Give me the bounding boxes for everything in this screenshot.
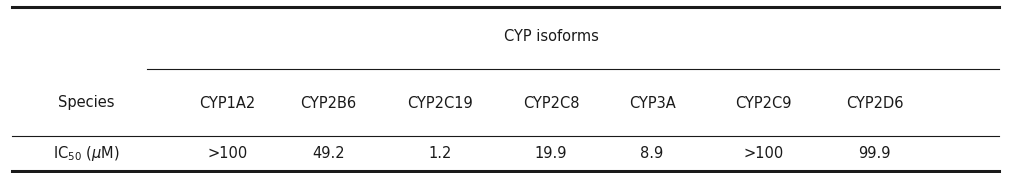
Text: CYP2B6: CYP2B6	[300, 96, 357, 111]
Text: 1.2: 1.2	[428, 146, 452, 161]
Text: Species: Species	[58, 95, 114, 110]
Text: 99.9: 99.9	[858, 146, 891, 161]
Text: CYP2C8: CYP2C8	[523, 96, 579, 111]
Text: >100: >100	[743, 146, 784, 161]
Text: 19.9: 19.9	[535, 146, 567, 161]
Text: 49.2: 49.2	[312, 146, 345, 161]
Text: CYP2C19: CYP2C19	[406, 96, 473, 111]
Text: CYP2C9: CYP2C9	[735, 96, 792, 111]
Text: CYP1A2: CYP1A2	[199, 96, 256, 111]
Text: IC$_{50}$ ($\mu$M): IC$_{50}$ ($\mu$M)	[53, 144, 119, 163]
Text: CYP isoforms: CYP isoforms	[503, 29, 599, 44]
Text: CYP2D6: CYP2D6	[846, 96, 903, 111]
Text: CYP3A: CYP3A	[629, 96, 675, 111]
Text: 8.9: 8.9	[641, 146, 663, 161]
Text: >100: >100	[207, 146, 248, 161]
